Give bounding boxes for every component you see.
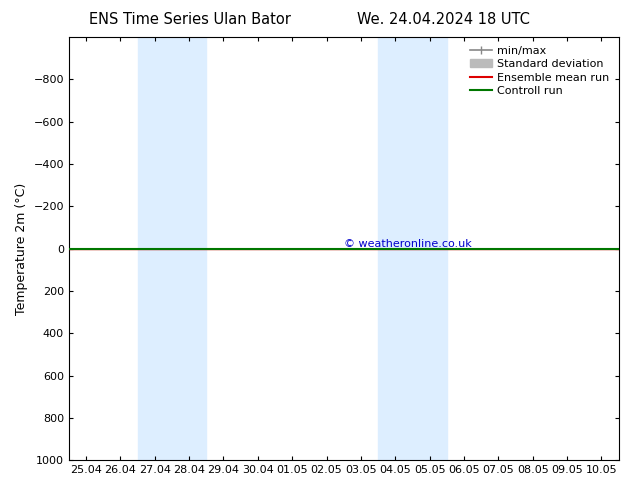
Legend: min/max, Standard deviation, Ensemble mean run, Controll run: min/max, Standard deviation, Ensemble me… bbox=[466, 43, 613, 99]
Text: © weatheronline.co.uk: © weatheronline.co.uk bbox=[344, 239, 472, 248]
Bar bbox=[378, 37, 447, 460]
Y-axis label: Temperature 2m (°C): Temperature 2m (°C) bbox=[15, 182, 28, 315]
Bar bbox=[138, 37, 206, 460]
Text: We. 24.04.2024 18 UTC: We. 24.04.2024 18 UTC bbox=[358, 12, 530, 27]
Text: ENS Time Series Ulan Bator: ENS Time Series Ulan Bator bbox=[89, 12, 291, 27]
